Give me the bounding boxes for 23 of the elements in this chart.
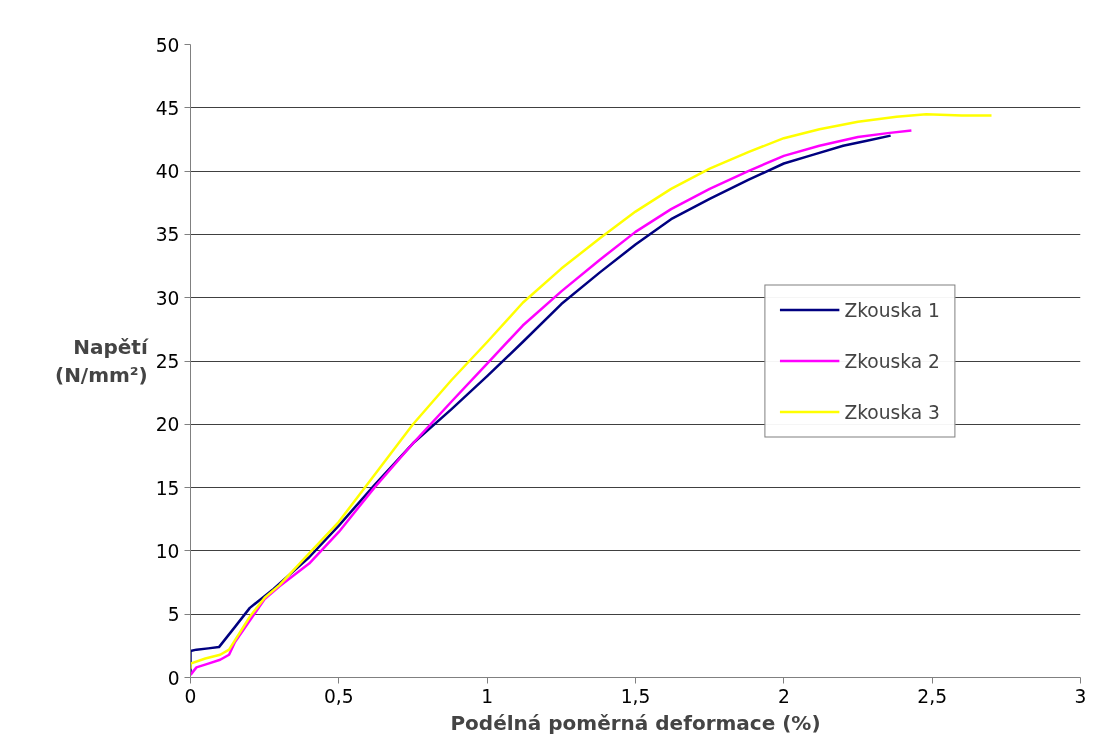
y-tick-label: 0 xyxy=(167,667,180,689)
x-tick-label: 0 xyxy=(184,685,197,707)
legend-label: Zkouska 1 xyxy=(844,299,940,320)
y-axis-title: Napětí (N/mm²) xyxy=(55,334,149,388)
y-tick-label: 20 xyxy=(155,414,180,436)
y-tick-label: 25 xyxy=(155,351,180,372)
y-tick-label: 45 xyxy=(155,97,180,119)
y-tick-label: 10 xyxy=(155,540,180,562)
y-tick-label: 15 xyxy=(155,477,180,499)
x-tick-label: 1,5 xyxy=(620,685,651,707)
x-axis-title: Podélná poměrná deformace (%) xyxy=(450,710,821,735)
legend-label: Zkouska 3 xyxy=(844,401,940,422)
x-tick-label: 2,5 xyxy=(917,685,947,707)
x-tick-label: 2 xyxy=(777,685,790,707)
x-tick-label: 0,5 xyxy=(324,685,354,707)
legend-label: Zkouska 2 xyxy=(844,350,940,371)
y-tick-label: 50 xyxy=(155,34,180,56)
y-tick-label: 5 xyxy=(167,604,180,626)
x-tick-label: 3 xyxy=(1074,685,1087,707)
x-tick-label: 1 xyxy=(481,685,494,707)
y-tick-label: 30 xyxy=(155,287,180,309)
y-tick-label: 35 xyxy=(155,224,180,246)
y-tick-label: 40 xyxy=(155,161,180,183)
